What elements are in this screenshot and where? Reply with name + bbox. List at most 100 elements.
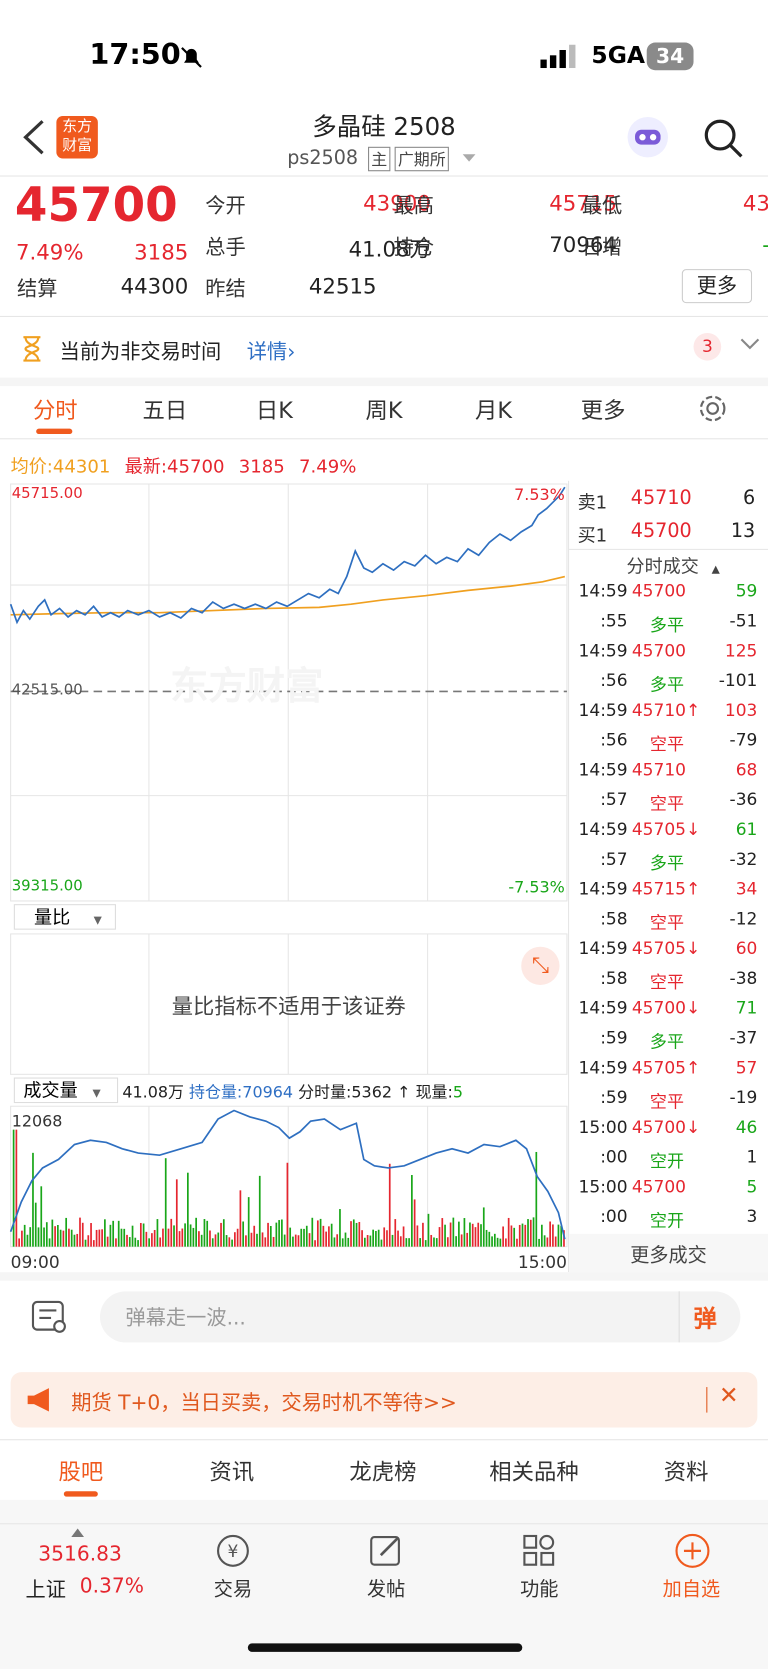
- subtab[interactable]: 资讯: [209, 1459, 255, 1485]
- back-button[interactable]: [21, 119, 47, 155]
- subtab[interactable]: 资料: [663, 1459, 709, 1485]
- volume-bar: [269, 1225, 272, 1247]
- volume-bar: [267, 1222, 269, 1247]
- trade-icon[interactable]: ¥: [213, 1532, 253, 1570]
- subtab[interactable]: 相关品种: [489, 1459, 579, 1485]
- robot-avatar[interactable]: [625, 115, 670, 160]
- danmu-toggle[interactable]: [28, 1298, 71, 1336]
- volume-bar: [375, 1230, 377, 1247]
- trade-time: 14:59: [578, 997, 628, 1018]
- tab[interactable]: 五日: [142, 397, 188, 424]
- post-icon[interactable]: [366, 1532, 406, 1570]
- volume-bar: [535, 1151, 538, 1247]
- volume-bar: [491, 1236, 493, 1247]
- banner-close[interactable]: ✕: [719, 1382, 739, 1410]
- total-volume: 41.08万: [122, 1082, 184, 1102]
- change-pct: 7.49%: [15, 239, 84, 265]
- volume-bar: [543, 1235, 546, 1247]
- volume-bar: [101, 1229, 103, 1247]
- trade-kind: 空开: [649, 1150, 684, 1172]
- fen-label: 分时量:: [298, 1082, 352, 1102]
- volume-bar: [355, 1222, 358, 1247]
- comment-input[interactable]: [99, 1291, 741, 1343]
- divider: [568, 480, 570, 1273]
- notice-link[interactable]: 详情›: [246, 340, 296, 364]
- trade-qty: 68: [735, 759, 758, 780]
- field-label: 总手: [205, 236, 246, 260]
- more-button[interactable]: 更多: [681, 269, 753, 304]
- x-start: 09:00: [10, 1251, 60, 1273]
- volume-bar: [449, 1222, 452, 1247]
- settings-button[interactable]: [698, 394, 728, 424]
- ask-qty: 6: [743, 487, 756, 510]
- pct-top: 7.53%: [514, 485, 565, 505]
- select-text[interactable]: 量比: [34, 907, 71, 929]
- volume-bar: [344, 1232, 347, 1247]
- nav-label[interactable]: 加自选: [662, 1578, 721, 1601]
- oi-label: 持仓量:: [189, 1082, 243, 1102]
- banner[interactable]: [10, 1372, 758, 1428]
- volume-bar: [225, 1235, 228, 1247]
- volume-bar: [220, 1222, 222, 1247]
- trade-price: 45700: [631, 580, 686, 601]
- volume-bar: [43, 1227, 45, 1247]
- volume-bar: [339, 1209, 341, 1247]
- field-value: 70964: [549, 231, 617, 258]
- volume-bar: [471, 1223, 474, 1247]
- volume-bar: [463, 1218, 466, 1247]
- volume-bar: [311, 1217, 314, 1247]
- function-icon[interactable]: [519, 1532, 559, 1570]
- trades-title: 分时成交 ▲: [626, 556, 720, 578]
- volume-bar: [59, 1229, 62, 1247]
- field-value: -819: [635, 232, 768, 258]
- ask-price: 45710: [630, 487, 692, 510]
- nav-label[interactable]: 发帖: [366, 1578, 406, 1601]
- expand-icon[interactable]: [740, 338, 760, 351]
- home-indicator: [247, 1643, 523, 1652]
- subtab[interactable]: 股吧: [58, 1459, 104, 1485]
- volume-bar: [294, 1234, 297, 1247]
- volume-bar: [388, 1163, 391, 1247]
- dropdown-icon[interactable]: [462, 153, 477, 164]
- trade-kind: 空平: [649, 912, 684, 933]
- trade-kind: 多平: [649, 614, 684, 636]
- volume-bar: [391, 1234, 394, 1247]
- volume-bar: [245, 1235, 247, 1247]
- volume-bar: [560, 1225, 563, 1247]
- trade-kind: 空开: [649, 1210, 684, 1231]
- add-watch-icon[interactable]: [672, 1532, 712, 1570]
- volume-bar: [316, 1220, 319, 1247]
- volume-bar: [123, 1228, 126, 1247]
- tab[interactable]: 月K: [475, 397, 513, 424]
- select-text[interactable]: 成交量: [23, 1080, 78, 1102]
- fullscreen-button[interactable]: ⤡: [521, 946, 560, 985]
- volume-bar: [408, 1238, 410, 1247]
- xian-label: 现量:: [415, 1082, 453, 1102]
- nav-label[interactable]: 交易: [213, 1578, 253, 1601]
- more-trades[interactable]: 更多成交: [630, 1244, 707, 1267]
- tab[interactable]: 更多: [580, 397, 626, 424]
- volume-bar: [283, 1234, 286, 1247]
- field-label: 昨结: [205, 277, 246, 302]
- tab-indicator: [36, 428, 73, 434]
- chart-grid: [10, 483, 568, 1248]
- volume-bar: [557, 1224, 560, 1247]
- tab[interactable]: 分时: [32, 397, 78, 424]
- link-text[interactable]: 详情: [246, 340, 288, 364]
- index-pct: 0.37%: [79, 1574, 144, 1598]
- volume-bar: [79, 1217, 81, 1247]
- field-label: 最低: [581, 194, 623, 219]
- indicator-select[interactable]: 量比 ▼: [13, 904, 116, 930]
- nav-label[interactable]: 功能: [520, 1578, 559, 1601]
- danmu-button[interactable]: 弹: [693, 1306, 717, 1333]
- volume-bar: [399, 1236, 402, 1247]
- tab[interactable]: 日K: [255, 397, 293, 424]
- search-button[interactable]: [702, 117, 745, 160]
- field-value: 42515: [308, 273, 377, 299]
- volume-bar: [446, 1237, 449, 1247]
- subtab[interactable]: 龙虎榜: [349, 1459, 417, 1485]
- index-name: 上证: [25, 1578, 66, 1602]
- volume-select[interactable]: 成交量 ▼: [13, 1077, 119, 1104]
- tab[interactable]: 周K: [365, 397, 403, 424]
